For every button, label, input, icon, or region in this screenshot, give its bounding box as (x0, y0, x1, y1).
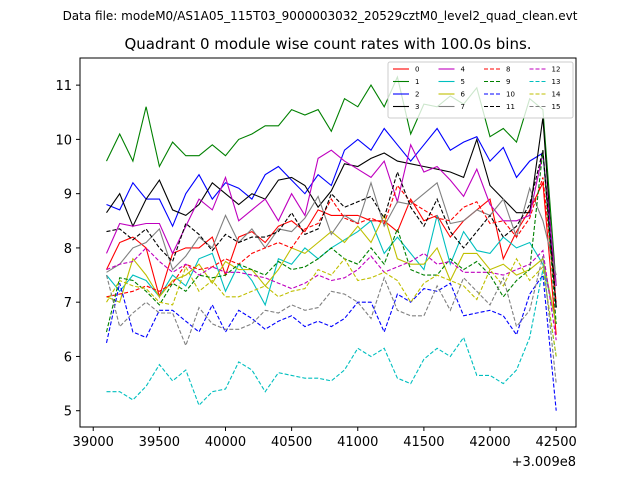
axes-frame (79, 57, 577, 428)
legend-label-0: 0 (415, 66, 419, 74)
series-line-6 (106, 213, 557, 325)
x-tick-label: 40000 (205, 435, 246, 450)
series-line-15 (105, 255, 557, 384)
legend-label-13: 13 (552, 78, 561, 86)
legend-label-7: 7 (461, 103, 465, 111)
legend-label-3: 3 (415, 103, 419, 111)
x-tick-label: 42500 (535, 435, 576, 450)
series-line-12 (106, 247, 557, 341)
x-tick-label: 41000 (337, 435, 378, 450)
y-tick-label: 10 (55, 133, 72, 148)
legend-label-10: 10 (506, 91, 515, 99)
series-line-0 (106, 180, 557, 335)
series-line-7 (106, 180, 557, 276)
legend-label-5: 5 (461, 78, 465, 86)
y-tick-label: 9 (64, 188, 72, 203)
x-tick-label: 40500 (271, 435, 312, 450)
x-tick-label: 39500 (139, 435, 180, 450)
series-line-9 (105, 150, 557, 333)
x-tick-label: 41500 (403, 435, 444, 450)
x-tick-label: 39000 (73, 435, 114, 450)
legend-label-1: 1 (415, 78, 419, 86)
series-line-13 (106, 269, 557, 407)
series-line-8 (106, 177, 557, 303)
y-tick-label: 11 (55, 79, 72, 94)
series-line-11 (106, 150, 557, 308)
legend-label-15: 15 (552, 103, 561, 111)
y-tick-label: 5 (64, 405, 72, 420)
y-tick-label: 7 (64, 296, 72, 311)
legend-label-2: 2 (415, 91, 419, 99)
legend-box (387, 61, 574, 119)
series-lines (105, 75, 557, 411)
y-tick-label: 6 (64, 350, 72, 365)
series-line-3 (106, 117, 557, 308)
legend-label-6: 6 (461, 91, 466, 99)
x-offset-label: +3.009e8 (512, 455, 576, 470)
legend-label-8: 8 (506, 66, 510, 74)
legend-label-4: 4 (461, 66, 466, 74)
legend-label-9: 9 (506, 78, 510, 86)
series-line-10 (105, 273, 557, 411)
series-line-14 (106, 257, 557, 357)
legend-label-14: 14 (552, 91, 561, 99)
chart-title: Quadrant 0 module wise count rates with … (124, 35, 531, 53)
y-tick-label: 8 (64, 242, 72, 257)
legend-label-11: 11 (506, 103, 515, 111)
plot-area: 39000 39500 40000 40500 41000 41500 42000 42500… (55, 57, 577, 450)
legend-label-12: 12 (552, 66, 561, 74)
series-line-2 (106, 127, 557, 308)
x-tick-label: 42000 (469, 435, 510, 450)
suptitle: Data file: modeM0/AS1A05_115T03_90000030… (63, 9, 578, 23)
